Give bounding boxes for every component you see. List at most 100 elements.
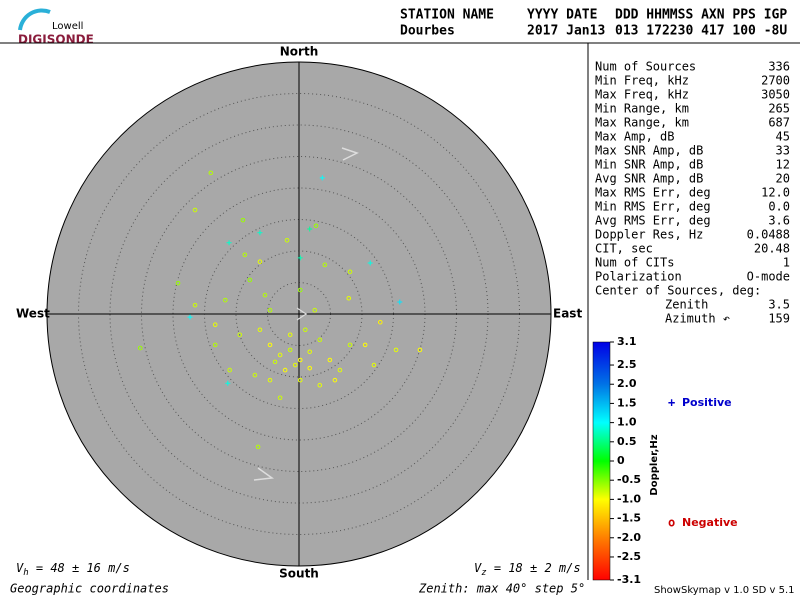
positive-point bbox=[297, 255, 303, 261]
negative-point bbox=[297, 377, 303, 383]
negative-point bbox=[267, 377, 273, 383]
stat-value: 1 bbox=[783, 256, 790, 270]
colorbar-tick-label: 0.5 bbox=[617, 435, 637, 448]
vz-text: = 18 ± 2 m/s bbox=[487, 561, 581, 575]
negative-point bbox=[347, 342, 353, 348]
negative-point bbox=[377, 319, 383, 325]
stat-value: 3.6 bbox=[768, 214, 790, 228]
negative-point bbox=[307, 365, 313, 371]
stat-value: O-mode bbox=[747, 270, 790, 284]
colorbar-tick-label: 2.5 bbox=[617, 358, 637, 371]
vh-sub: h bbox=[23, 568, 28, 578]
velocity-arrow bbox=[341, 147, 359, 161]
negative-point bbox=[332, 377, 338, 383]
legend-label: Positive bbox=[682, 396, 732, 409]
coords: Geographic coordinates bbox=[10, 582, 169, 596]
stat-value: 3050 bbox=[761, 88, 790, 102]
negative-point bbox=[327, 357, 333, 363]
positive-point bbox=[225, 380, 231, 386]
legend-marker: + bbox=[668, 396, 675, 410]
colorbar-tick-label: -3.1 bbox=[617, 573, 641, 586]
vz-sub: z bbox=[481, 568, 486, 578]
stat-value: 0.0488 bbox=[747, 228, 790, 242]
stat-label: Min Freq, kHz bbox=[595, 74, 689, 88]
stat-value: 336 bbox=[768, 60, 790, 74]
vz-symbol: V bbox=[474, 561, 482, 575]
stat-label: Avg SNR Amp, dB bbox=[595, 172, 703, 186]
stat-value: 687 bbox=[768, 116, 790, 130]
negative-point bbox=[317, 382, 323, 388]
colorbar-tick-label: -1.0 bbox=[617, 492, 641, 505]
stat-value: 45 bbox=[776, 130, 790, 144]
negative-point bbox=[175, 280, 181, 286]
colorbar-tick-label: 0 bbox=[617, 454, 625, 467]
velocity-arrow bbox=[253, 467, 275, 481]
negative-point bbox=[297, 357, 303, 363]
stat-value: 12 bbox=[776, 158, 790, 172]
stat-value: 33 bbox=[776, 144, 790, 158]
colorbar-tick-label: 2.0 bbox=[617, 377, 637, 390]
negative-point bbox=[255, 444, 261, 450]
stat-label: Num of CITs bbox=[595, 256, 674, 270]
stat-label: Polarization bbox=[595, 270, 682, 284]
header-label: STATION NAME bbox=[400, 8, 494, 23]
negative-point bbox=[277, 352, 283, 358]
stat-label: Num of Sources bbox=[595, 60, 696, 74]
negative-point bbox=[337, 367, 343, 373]
negative-point bbox=[257, 259, 263, 265]
negative-point bbox=[192, 302, 198, 308]
colorbar-tick-label: 3.1 bbox=[617, 335, 637, 348]
colorbar-tick-label: -2.0 bbox=[617, 531, 641, 544]
negative-point bbox=[346, 295, 352, 301]
vh: Vh = 48 ± 16 m/s bbox=[16, 561, 130, 578]
positive-point bbox=[319, 175, 325, 181]
negative-point bbox=[282, 367, 288, 373]
negative-point bbox=[322, 262, 328, 268]
negative-point bbox=[284, 237, 290, 243]
negative-point bbox=[240, 217, 246, 223]
negative-point bbox=[247, 277, 253, 283]
negative-point bbox=[137, 345, 143, 351]
stat-value: 20 bbox=[776, 172, 790, 186]
velocity-arrow bbox=[296, 307, 308, 321]
negative-point bbox=[227, 367, 232, 373]
stat-label: Max SNR Amp, dB bbox=[595, 144, 703, 158]
vh-text: = 48 ± 16 m/s bbox=[29, 561, 130, 575]
header-label: YYYY DATE bbox=[527, 8, 597, 23]
negative-point bbox=[362, 342, 368, 348]
negative-point bbox=[272, 359, 278, 365]
legend-label: Negative bbox=[682, 516, 738, 529]
stat-value: 0.0 bbox=[768, 200, 790, 214]
negative-point bbox=[277, 395, 283, 401]
header-label: DDD HHMMSS AXN PPS IGP bbox=[615, 8, 787, 23]
stat-value: 2700 bbox=[761, 74, 790, 88]
positive-point bbox=[257, 230, 263, 236]
negative-point bbox=[212, 322, 218, 328]
north: North bbox=[280, 45, 318, 59]
logo-bottom: DIGISONDE bbox=[18, 33, 94, 47]
header-value: Dourbes bbox=[400, 24, 455, 39]
center-value: 3.5 bbox=[768, 298, 790, 312]
header-value: 013 172230 417 100 -8U bbox=[615, 24, 787, 39]
negative-point bbox=[237, 332, 243, 338]
negative-point bbox=[393, 347, 399, 353]
negative-point bbox=[208, 170, 214, 176]
stat-label: Doppler Res, Hz bbox=[595, 228, 703, 242]
negative-point bbox=[192, 207, 198, 213]
version: ShowSkymap v 1.0 SD v 5.1 bbox=[654, 585, 794, 596]
negative-point bbox=[267, 342, 273, 348]
negative-point bbox=[312, 307, 318, 313]
stat-label: Max RMS Err, deg bbox=[595, 186, 711, 200]
south: South bbox=[279, 567, 319, 581]
stat-value: 12.0 bbox=[761, 186, 790, 200]
vh-symbol: V bbox=[16, 561, 24, 575]
negative-point bbox=[313, 223, 319, 229]
negative-point bbox=[257, 327, 263, 333]
stat-label: Max Amp, dB bbox=[595, 130, 674, 144]
center-label: Azimuth ↶ bbox=[665, 312, 730, 326]
negative-point bbox=[287, 332, 293, 338]
stat-label: Min SNR Amp, dB bbox=[595, 158, 703, 172]
colorbar bbox=[592, 341, 611, 581]
negative-point bbox=[267, 307, 273, 313]
